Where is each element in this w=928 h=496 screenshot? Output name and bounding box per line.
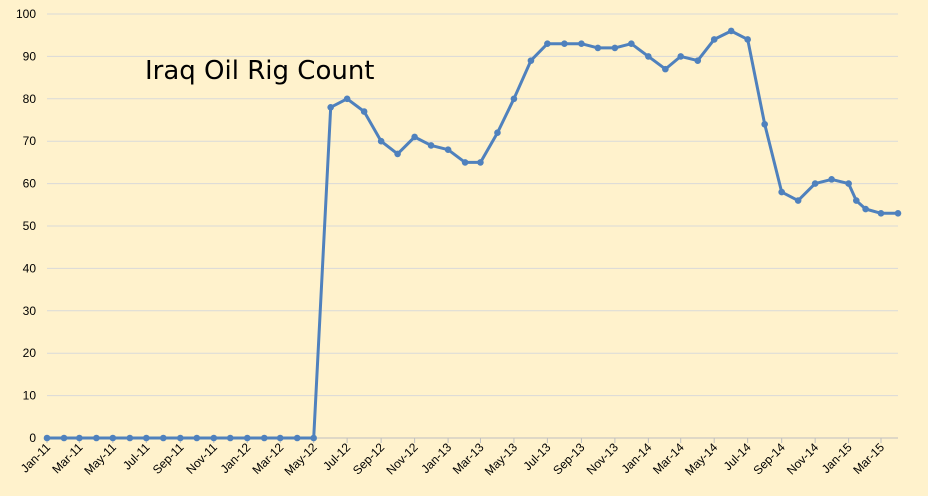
data-point — [276, 434, 284, 442]
y-tick-label: 90 — [23, 49, 37, 63]
data-point — [628, 40, 635, 47]
y-tick-label: 80 — [23, 92, 37, 106]
x-tick-label: Jul-11 — [120, 440, 153, 473]
data-point — [260, 434, 268, 442]
data-point — [293, 434, 301, 442]
data-point — [811, 180, 819, 187]
data-point — [645, 53, 652, 60]
data-point — [327, 103, 334, 111]
data-point — [778, 188, 785, 196]
data-point — [894, 209, 902, 217]
data-point — [461, 159, 469, 166]
x-tick-label: Jul-14 — [721, 440, 754, 473]
data-point — [43, 434, 51, 442]
x-tick-label: Sep-11 — [150, 440, 187, 477]
y-tick-label: 70 — [23, 134, 37, 148]
data-point — [193, 434, 201, 442]
data-point — [578, 40, 585, 47]
data-point — [143, 434, 150, 442]
y-tick-label: 10 — [23, 389, 37, 403]
data-point — [243, 434, 251, 442]
y-tick-label: 30 — [23, 304, 37, 318]
data-point — [845, 180, 852, 187]
data-point — [544, 40, 551, 47]
data-point — [177, 434, 184, 442]
y-tick-label: 20 — [23, 346, 37, 360]
data-point — [109, 434, 117, 442]
data-point — [727, 27, 735, 35]
data-point — [662, 65, 669, 73]
data-point — [561, 40, 568, 47]
series-line — [47, 29, 898, 440]
x-tick-label: Sep-13 — [550, 440, 587, 477]
x-tick-label: Mar-12 — [250, 440, 287, 477]
y-tick-label: 60 — [23, 177, 37, 191]
y-tick-label: 100 — [16, 7, 36, 21]
x-tick-label: Sep-12 — [350, 440, 387, 477]
data-point — [710, 36, 718, 43]
data-point — [377, 137, 385, 145]
x-tick-label: Jan-15 — [819, 440, 855, 476]
data-point — [60, 434, 68, 442]
x-tick-label: May-13 — [482, 440, 520, 478]
data-point — [677, 53, 685, 60]
x-tick-label: Jan-12 — [218, 440, 254, 476]
data-point — [853, 197, 860, 204]
x-tick-label: Sep-14 — [751, 440, 788, 477]
x-tick-label: Mar-11 — [49, 440, 85, 476]
y-tick-label: 0 — [29, 431, 36, 445]
x-tick-label: May-14 — [682, 440, 720, 478]
x-tick-label: Jul-13 — [521, 440, 554, 473]
x-tick-label: May-12 — [282, 440, 320, 478]
x-tick-label: Nov-11 — [183, 440, 220, 477]
data-point — [794, 197, 802, 204]
data-point — [761, 120, 768, 128]
data-point — [126, 434, 134, 442]
data-point — [510, 95, 518, 103]
data-point — [527, 57, 535, 64]
data-point — [310, 434, 317, 442]
data-point — [394, 150, 401, 158]
chart-title: Iraq Oil Rig Count — [145, 56, 375, 86]
data-point — [93, 434, 100, 442]
data-point — [76, 434, 83, 442]
data-point — [744, 36, 751, 43]
data-point — [694, 57, 702, 64]
data-point — [343, 95, 351, 103]
data-point — [226, 434, 234, 442]
data-point — [862, 205, 869, 213]
data-point — [210, 434, 218, 442]
x-tick-label: Jan-14 — [619, 440, 655, 476]
data-point — [427, 142, 435, 149]
x-tick-label: Jan-11 — [18, 440, 53, 475]
data-point — [877, 209, 885, 217]
data-point — [444, 146, 452, 153]
x-tick-label: Mar-14 — [650, 440, 687, 477]
x-tick-label: Mar-13 — [450, 440, 487, 477]
data-point — [477, 159, 484, 166]
data-point — [828, 176, 835, 183]
data-point — [160, 434, 167, 442]
x-tick-label: Mar-15 — [850, 440, 887, 477]
data-point — [594, 44, 602, 52]
x-tick-label: Nov-13 — [584, 440, 621, 477]
data-point — [360, 108, 368, 115]
x-tick-label: Nov-12 — [383, 440, 420, 477]
data-point — [611, 44, 619, 52]
x-tick-label: Jan-13 — [418, 440, 454, 476]
y-tick-label: 40 — [23, 261, 37, 275]
y-tick-label: 50 — [23, 219, 37, 233]
data-point — [494, 129, 501, 137]
x-tick-label: May-11 — [81, 440, 119, 478]
x-tick-label: Jul-12 — [320, 440, 353, 473]
x-tick-label: Nov-14 — [784, 440, 821, 477]
data-point — [411, 133, 418, 141]
